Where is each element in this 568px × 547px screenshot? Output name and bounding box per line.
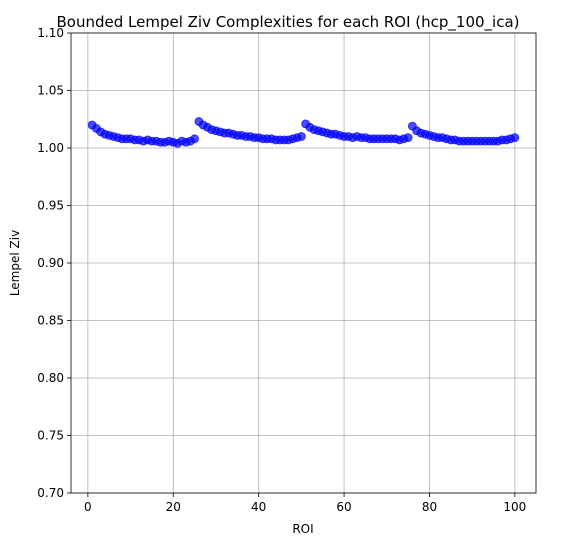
y-tick-label: 0.85 bbox=[37, 314, 64, 328]
y-tick-label: 1.05 bbox=[37, 84, 64, 98]
grid bbox=[71, 32, 536, 494]
x-tick-label: 100 bbox=[503, 500, 526, 514]
y-axis-label: Lempel Ziv bbox=[8, 230, 22, 296]
y-tick-label: 0.90 bbox=[37, 256, 64, 270]
x-tick-label: 80 bbox=[422, 500, 437, 514]
y-tick-label: 0.75 bbox=[37, 429, 64, 443]
data-point bbox=[403, 133, 413, 143]
y-tick-label: 1.10 bbox=[37, 26, 64, 40]
x-axis-label: ROI bbox=[292, 522, 313, 536]
x-tick-label: 20 bbox=[166, 500, 181, 514]
y-axis-ticks: 0.70 0.75 0.80 0.85 0.90 0.95 1.00 1.05 1.10 bbox=[37, 26, 71, 500]
data-points bbox=[87, 117, 520, 148]
data-point bbox=[190, 134, 200, 144]
data-point bbox=[296, 132, 306, 141]
x-tick-label: 40 bbox=[251, 500, 266, 514]
y-tick-label: 0.80 bbox=[37, 371, 64, 385]
x-tick-label: 0 bbox=[84, 500, 92, 514]
data-point bbox=[510, 133, 520, 143]
x-tick-label: 60 bbox=[336, 500, 351, 514]
y-tick-label: 0.70 bbox=[37, 486, 64, 500]
chart-title: Bounded Lempel Ziv Complexities for each… bbox=[56, 13, 519, 32]
y-tick-label: 0.95 bbox=[37, 199, 64, 213]
y-tick-label: 1.00 bbox=[37, 141, 64, 155]
x-axis-ticks: 0 20 40 60 80 100 bbox=[84, 493, 526, 514]
